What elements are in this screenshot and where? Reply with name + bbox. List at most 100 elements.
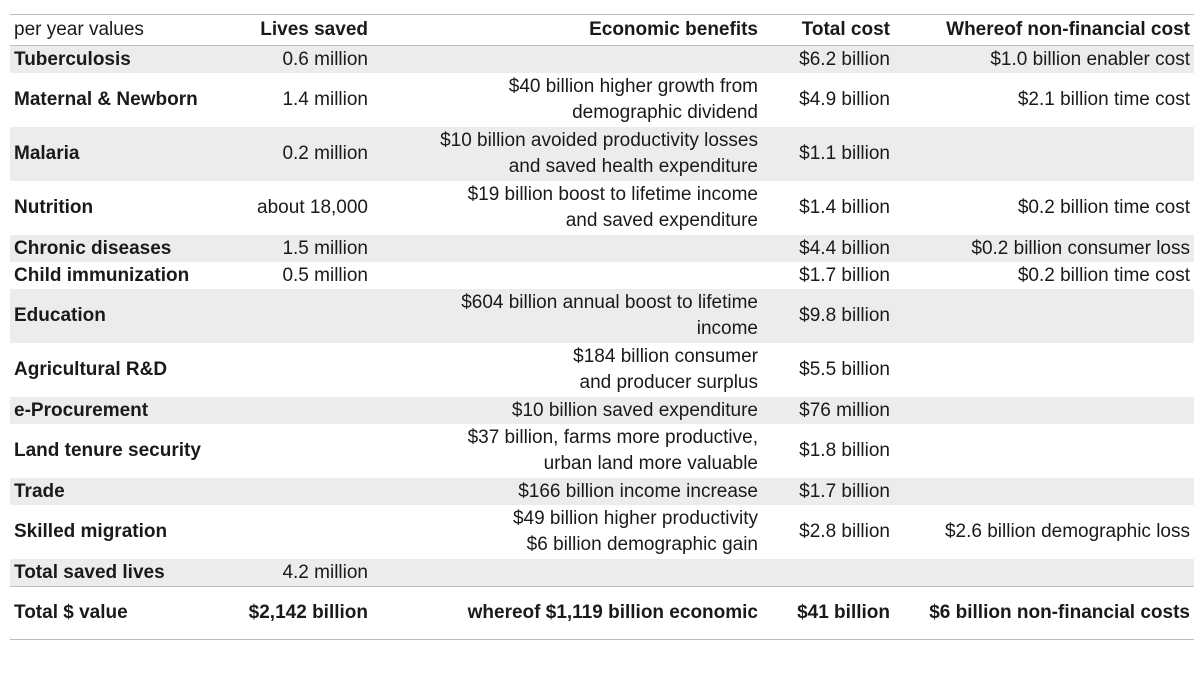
benefit-line: $184 billion consumer: [573, 346, 758, 367]
benefit-line: and saved health expenditure: [508, 156, 758, 177]
benefit-cost-table: per year values Lives saved Economic ben…: [10, 14, 1194, 640]
row-lives-saved: 0.5 million: [282, 264, 368, 286]
row-economic-benefits: [372, 45, 762, 73]
total-cost: $41 billion: [797, 602, 890, 623]
row-economic-benefits: [372, 559, 762, 587]
row-economic-benefits: $10 billion avoided productivity losses a…: [372, 127, 762, 181]
row-non-financial-cost: $2.6 billion demographic loss: [944, 521, 1190, 542]
row-lives-saved: [222, 343, 372, 397]
row-economic-benefits: $166 billion income increase: [372, 478, 762, 505]
total-nonfin: $6 billion non-financial costs: [929, 602, 1190, 623]
row-economic-benefits: $604 billion annual boost to lifetime inc…: [372, 289, 762, 343]
row-economic-benefits: $10 billion saved expenditure: [372, 397, 762, 424]
row-name: Malaria: [10, 127, 222, 181]
row-total-cost: [762, 559, 894, 587]
row-total-cost: $4.4 billion: [762, 235, 894, 262]
row-total-cost: $1.4 billion: [799, 197, 890, 218]
row-lives-saved: [222, 397, 372, 424]
row-total-cost: $4.9 billion: [799, 89, 890, 110]
benefit-line: urban land more valuable: [543, 453, 758, 474]
row-economic-benefits: $19 billion boost to lifetime income and …: [372, 181, 762, 235]
row-total-cost: $2.8 billion: [799, 521, 890, 542]
row-name: Trade: [10, 478, 222, 505]
table-row: Education $604 billion annual boost to li…: [10, 289, 1194, 343]
benefit-line: and producer surplus: [579, 372, 759, 393]
row-name: Tuberculosis: [10, 45, 222, 73]
benefit-line: $6 billion demographic gain: [526, 534, 758, 555]
table-row: Malaria 0.2 million $10 billion avoided pr…: [10, 127, 1194, 181]
row-name: Education: [10, 289, 222, 343]
row-name: Maternal & Newborn: [14, 89, 198, 110]
total-name: Total $ value: [14, 602, 128, 623]
table-row: Nutrition about 18,000 $19 billion boost t…: [10, 181, 1194, 235]
total-benefits: whereof $1,119 billion economic: [467, 602, 758, 623]
row-non-financial-cost: [894, 289, 1194, 343]
row-lives-saved: 4.2 million: [222, 559, 372, 587]
table-row: Land tenure security $37 billion, farms m…: [10, 424, 1194, 478]
row-name: e-Procurement: [10, 397, 222, 424]
row-lives-saved: 0.6 million: [222, 45, 372, 73]
table-header: per year values Lives saved Economic ben…: [10, 14, 1194, 46]
row-non-financial-cost: [894, 559, 1194, 587]
header-lives-saved: Lives saved: [260, 19, 368, 40]
row-total-cost: $5.5 billion: [799, 359, 890, 380]
row-non-financial-cost: [894, 397, 1194, 424]
row-non-financial-cost: $0.2 billion time cost: [1017, 197, 1190, 218]
row-economic-benefits: $40 billion higher growth from demographi…: [372, 73, 762, 127]
total-lives: $2,142 billion: [248, 602, 368, 623]
row-economic-benefits: [372, 262, 762, 289]
benefit-line: $19 billion boost to lifetime income: [467, 184, 758, 205]
row-name: Land tenure security: [14, 440, 201, 461]
row-total-cost: $76 million: [762, 397, 894, 424]
row-name: Total saved lives: [10, 559, 222, 587]
table-row: Chronic diseases 1.5 million $4.4 billion $…: [10, 235, 1194, 262]
row-non-financial-cost: $0.2 billion consumer loss: [894, 235, 1194, 262]
row-name: Chronic diseases: [10, 235, 222, 262]
row-name: Nutrition: [14, 197, 94, 218]
benefit-line: demographic dividend: [572, 102, 758, 123]
row-name: Child immunization: [14, 264, 190, 286]
row-name: Skilled migration: [14, 521, 168, 542]
row-lives-saved: [222, 505, 372, 559]
table-row: Skilled migration $49 billion higher prod…: [10, 505, 1194, 559]
row-lives-saved: [222, 289, 372, 343]
row-total-cost: $1.7 billion: [762, 478, 894, 505]
row-non-financial-cost: [894, 127, 1194, 181]
header-non-financial-cost: Whereof non-financial cost: [946, 19, 1190, 40]
row-economic-benefits: [372, 235, 762, 262]
table-row: e-Procurement $10 billion saved expenditu…: [10, 397, 1194, 424]
row-lives-saved: [222, 424, 372, 478]
benefit-line: income: [696, 318, 758, 339]
benefit-line: $49 billion higher productivity: [512, 508, 758, 529]
table-row: Trade $166 billion income increase $1.7 bi…: [10, 478, 1194, 505]
table-body: Tuberculosis 0.6 million $6.2 billion $1.0 …: [10, 45, 1194, 640]
row-name: Agricultural R&D: [14, 359, 168, 380]
row-non-financial-cost: [894, 424, 1194, 478]
row-total-cost: $6.2 billion: [762, 45, 894, 73]
row-lives-saved: about 18,000: [257, 197, 368, 218]
row-economic-benefits: $49 billion higher productivity $6 billio…: [372, 505, 762, 559]
header-total-cost: Total cost: [801, 19, 890, 40]
row-economic-benefits: $184 billion consumer and producer surplu…: [372, 343, 762, 397]
row-lives-saved: 1.5 million: [222, 235, 372, 262]
benefit-line: $40 billion higher growth from: [508, 76, 758, 97]
header-label: per year values: [14, 19, 144, 40]
benefit-line: $10 billion saved expenditure: [511, 399, 758, 421]
total-row: Total $ value $2,142 billion whereof $1,…: [10, 586, 1194, 640]
benefit-line: $37 billion, farms more productive,: [467, 427, 758, 448]
header-row: per year values Lives saved Economic ben…: [10, 14, 1194, 46]
row-non-financial-cost: $2.1 billion time cost: [1017, 89, 1190, 110]
table-row: Total saved lives 4.2 million: [10, 559, 1194, 587]
table-row: Child immunization 0.5 million $1.7 billio…: [10, 262, 1194, 289]
row-total-cost: $1.8 billion: [799, 440, 890, 461]
benefit-line: $166 billion income increase: [518, 480, 758, 502]
benefit-line: $604 billion annual boost to lifetime: [461, 292, 758, 313]
row-non-financial-cost: [894, 343, 1194, 397]
benefit-line: $10 billion avoided productivity losses: [440, 130, 758, 151]
row-lives-saved: 1.4 million: [282, 89, 368, 110]
row-economic-benefits: $37 billion, farms more productive, urban…: [372, 424, 762, 478]
row-lives-saved: [222, 478, 372, 505]
benefit-line: and saved expenditure: [565, 210, 758, 231]
row-non-financial-cost: [894, 478, 1194, 505]
table-row: Agricultural R&D $184 billion consumer and…: [10, 343, 1194, 397]
